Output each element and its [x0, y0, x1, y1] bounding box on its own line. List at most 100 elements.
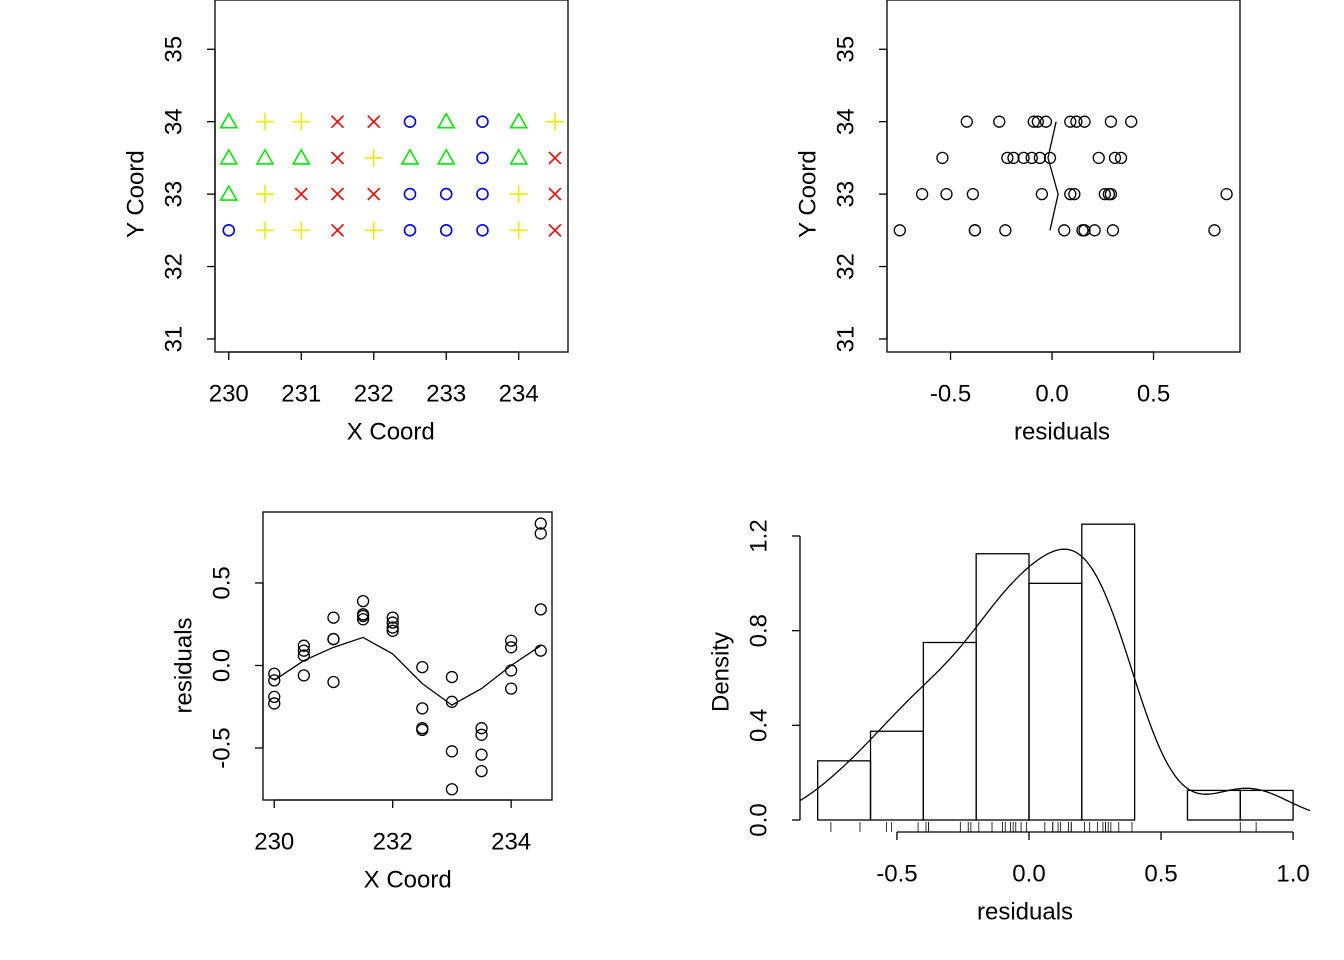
x-tick-label: 0.0: [1035, 380, 1068, 407]
point: [356, 594, 370, 608]
point: [291, 148, 311, 165]
point: [1220, 187, 1233, 201]
y-tick-label: 0.8: [745, 614, 772, 647]
panel: -0.5 0.0 0.5 1.0 residuals 0.0 0.4 0.8 1.2 Densit…: [707, 519, 1311, 925]
point: [960, 115, 973, 128]
bar: [869, 730, 924, 821]
point: [256, 112, 275, 131]
point: [504, 664, 518, 677]
point: [893, 224, 906, 237]
x-axis-label: residuals: [1014, 418, 1110, 445]
plot-frame: [886, 0, 1241, 353]
point: [1114, 151, 1128, 165]
point: [548, 151, 562, 165]
point: [504, 634, 518, 647]
point: [386, 611, 399, 624]
point: [364, 148, 383, 167]
point: [255, 148, 275, 165]
point: [966, 187, 980, 201]
bar: [922, 641, 977, 821]
x-tick-label: 1.0: [1276, 860, 1309, 887]
point: [1031, 115, 1044, 128]
point: [509, 221, 528, 240]
point: [1039, 115, 1053, 128]
point: [936, 151, 949, 165]
point: [476, 187, 489, 201]
point: [1035, 187, 1049, 201]
x-tick-label: 234: [491, 828, 531, 855]
bar: [1186, 789, 1241, 821]
y-axis-label: Y Coord: [794, 150, 821, 238]
point: [219, 112, 239, 129]
point: [292, 112, 311, 131]
point: [1064, 115, 1077, 128]
point: [386, 624, 399, 637]
x-tick-label: 232: [373, 828, 413, 855]
point: [356, 608, 370, 621]
point: [1064, 187, 1077, 201]
point: [1076, 224, 1089, 237]
point: [1102, 187, 1116, 201]
y-tick-label: 0.4: [745, 709, 772, 742]
point: [297, 669, 311, 682]
y-tick-label: 34: [160, 108, 187, 135]
point: [1098, 187, 1111, 201]
point: [509, 148, 529, 165]
point: [386, 616, 399, 629]
x-tick-label: 230: [254, 828, 294, 855]
point: [476, 115, 489, 128]
point: [330, 151, 345, 165]
y-tick-label: 0.5: [208, 566, 235, 599]
point: [1001, 151, 1014, 165]
point: [504, 641, 518, 654]
x-axis-label: X Coord: [364, 866, 452, 893]
x-axis-label: residuals: [977, 898, 1073, 925]
y-tick-label: 35: [160, 36, 187, 63]
point: [1125, 115, 1138, 128]
y-tick-label: 34: [832, 108, 859, 135]
panel: 230 232 234 X Coord -0.5 0.0 0.5 residuals: [170, 511, 553, 893]
point: [993, 115, 1006, 128]
x-axis-label: X Coord: [347, 418, 435, 445]
point: [330, 187, 345, 201]
point: [1104, 115, 1118, 128]
point: [330, 115, 345, 129]
y-tick-label: 33: [832, 181, 859, 208]
point: [364, 221, 383, 240]
point: [534, 644, 547, 657]
x-tick-label: 0.5: [1137, 380, 1170, 407]
point: [545, 112, 564, 131]
point: [222, 224, 236, 237]
point: [534, 527, 547, 540]
point: [445, 745, 459, 758]
point: [292, 221, 311, 240]
point: [367, 115, 381, 129]
y-tick-label: 35: [832, 36, 859, 63]
y-axis-label: Y Coord: [122, 150, 149, 238]
point: [475, 748, 488, 761]
point: [509, 112, 529, 129]
point: [1033, 151, 1047, 165]
point: [1208, 224, 1221, 237]
point: [915, 187, 929, 201]
point: [416, 723, 429, 737]
point: [330, 223, 345, 237]
x-tick-label: -0.5: [876, 860, 917, 887]
point: [294, 187, 308, 201]
point: [1108, 151, 1122, 165]
point: [1025, 151, 1038, 165]
point: [416, 702, 429, 715]
y-tick-label: 31: [832, 326, 859, 353]
smooth-line: [273, 636, 542, 706]
bar: [1081, 523, 1136, 821]
point: [1078, 115, 1091, 128]
point: [475, 722, 488, 735]
point: [1058, 224, 1071, 237]
point: [1007, 151, 1020, 165]
y-tick-label: 33: [160, 181, 187, 208]
point: [1070, 115, 1083, 128]
x-tick-label: 231: [281, 380, 321, 407]
bar: [1239, 789, 1294, 821]
point: [445, 783, 459, 796]
point: [400, 148, 420, 165]
